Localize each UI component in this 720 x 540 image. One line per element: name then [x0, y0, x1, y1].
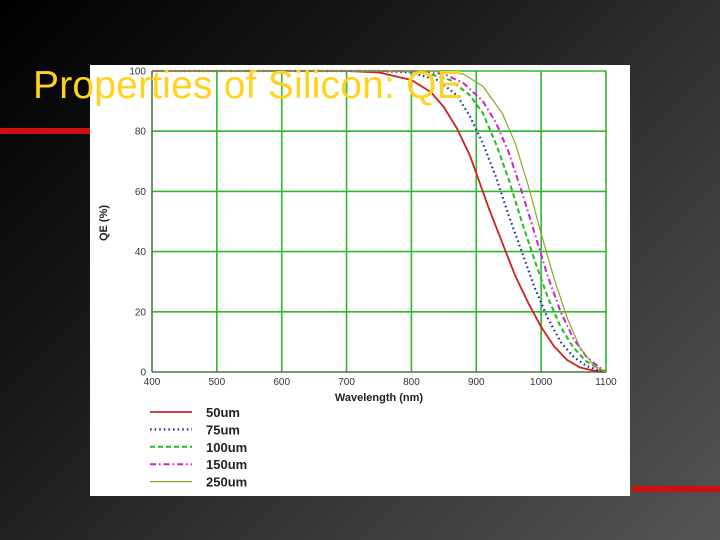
y-tick-label-0: 0 — [140, 368, 146, 379]
legend-label-150um: 150um — [206, 457, 247, 472]
series-line-75um — [152, 69, 607, 374]
legend-label-100um: 100um — [206, 440, 247, 455]
chart-legend: 50um 75um 100um 150um 250um — [150, 405, 247, 490]
x-tick-label-1000: 1000 — [530, 377, 553, 388]
legend-label-250um: 250um — [206, 475, 247, 490]
chart-series — [152, 69, 607, 374]
x-tick-label-500: 500 — [209, 377, 226, 388]
y-axis-label: QE (%) — [98, 205, 110, 241]
x-tick-label-700: 700 — [338, 377, 355, 388]
legend-label-75um: 75um — [206, 422, 240, 437]
left-accent-bar — [0, 128, 92, 134]
y-tick-label-60: 60 — [135, 187, 147, 198]
series-line-250um — [152, 70, 607, 373]
x-tick-label-900: 900 — [468, 377, 485, 388]
qe-chart-figure: 400 500 600 700 800 900 1000 1100 0 20 40 60 80 100 … — [90, 65, 630, 496]
x-tick-label-400: 400 — [144, 377, 161, 388]
series-line-100um — [152, 70, 607, 373]
x-tick-label-600: 600 — [273, 377, 290, 388]
right-accent-bar — [632, 486, 720, 492]
y-tick-label-80: 80 — [135, 127, 147, 138]
series-line-50um — [152, 70, 607, 373]
y-tick-label-100: 100 — [129, 67, 146, 78]
x-tick-label-1100: 1100 — [595, 377, 617, 388]
legend-label-50um: 50um — [206, 405, 240, 420]
series-line-150um — [152, 70, 607, 373]
qe-chart: 400 500 600 700 800 900 1000 1100 020406080100 … — [98, 67, 618, 490]
y-tick-label-20: 20 — [135, 307, 147, 318]
x-axis-label: Wavelength (nm) — [335, 392, 424, 404]
y-tick-label-40: 40 — [135, 247, 147, 258]
x-tick-label-800: 800 — [403, 377, 420, 388]
x-tick-labels: 400 500 600 700 800 900 1000 1100 — [144, 377, 618, 388]
slide-title: Properties of Silicon: QE — [33, 64, 463, 107]
y-tick-labels: 0 20 40 60 80 100 — [129, 67, 146, 379]
